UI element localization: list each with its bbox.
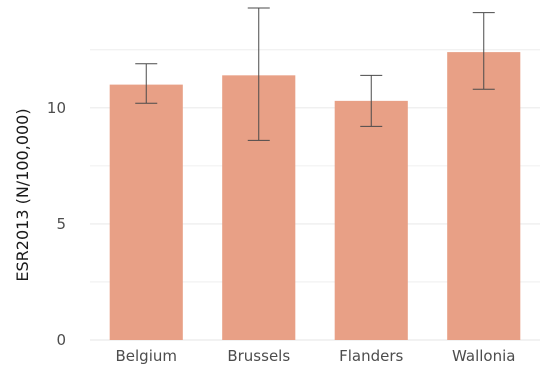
bars — [109, 52, 521, 341]
y-tick-label: 5 — [56, 215, 66, 233]
y-tick-label: 0 — [56, 331, 66, 349]
y-tick-label: 10 — [47, 99, 66, 117]
x-tick-label: Wallonia — [452, 347, 515, 365]
bar-wallonia — [447, 52, 521, 341]
error-bars — [135, 7, 495, 141]
x-tick-label: Brussels — [227, 347, 290, 365]
bar-flanders — [334, 100, 408, 341]
x-tick-label: Flanders — [339, 347, 403, 365]
x-tick-labels: Belgium Brussels Flanders Wallonia — [116, 347, 516, 365]
x-tick-label: Belgium — [116, 347, 178, 365]
y-axis-title: ESR2013 (N/100,000) — [13, 108, 32, 281]
bar-belgium — [109, 84, 183, 340]
y-tick-labels: 0 5 10 — [47, 99, 66, 349]
